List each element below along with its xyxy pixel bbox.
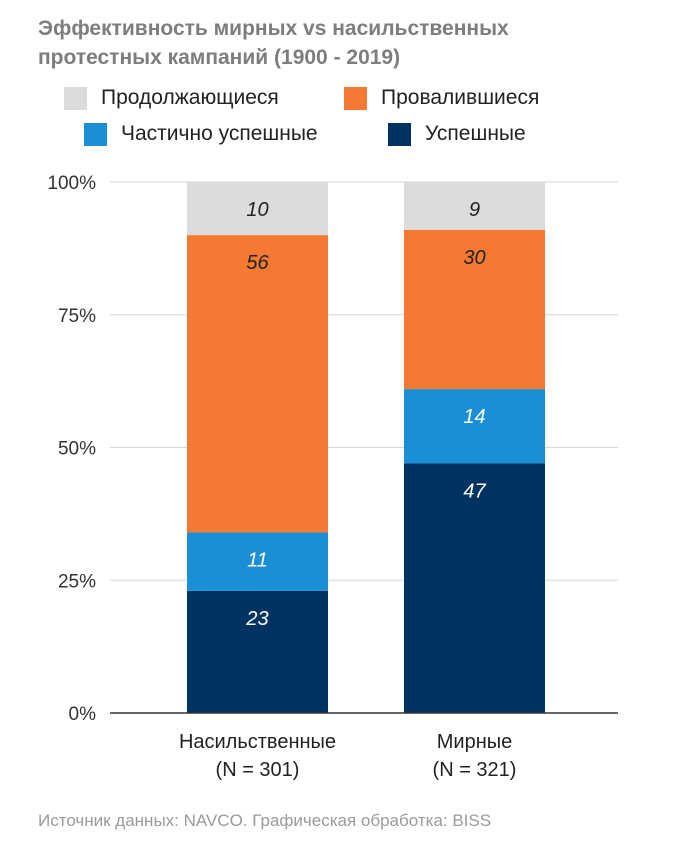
legend-item-partial: Частично успешные — [84, 119, 318, 149]
y-tick-label: 50% — [58, 439, 96, 460]
legend-item-failed: Провалившиеся — [344, 83, 539, 113]
bar-segment — [404, 229, 545, 390]
bar-segment — [404, 389, 545, 464]
y-tick-label: 100% — [47, 173, 96, 194]
bar-segment — [187, 532, 328, 591]
bar-segment — [404, 463, 545, 713]
y-tick-label: 25% — [58, 571, 96, 592]
x-tick-label: (N = 301) — [216, 759, 300, 781]
legend-swatch-ongoing — [64, 86, 87, 110]
chart-title: Эффективность мирных vs насильственных п… — [38, 14, 678, 72]
legend-label-partial: Частично успешные — [121, 122, 318, 145]
legend-item-ongoing: Продолжающиеся — [64, 83, 279, 113]
chart-title-line-2: протестных кампаний (1900 - 2019) — [38, 46, 401, 69]
source-note: Источник данных: NAVCO. Графическая обра… — [38, 811, 492, 830]
legend-label-failed: Провалившиеся — [381, 86, 540, 109]
data-label: 56 — [246, 252, 269, 274]
data-label: 23 — [245, 608, 268, 630]
data-label: 11 — [247, 549, 268, 571]
data-label: 9 — [469, 199, 480, 221]
data-label: 30 — [463, 247, 485, 269]
legend-label-success: Успешные — [425, 122, 526, 145]
x-tick-label: (N = 321) — [433, 759, 517, 781]
data-label: 10 — [246, 199, 268, 221]
y-tick-label: 75% — [58, 306, 96, 327]
bar-segment — [404, 182, 545, 230]
legend-item-success: Успешные — [388, 119, 526, 149]
x-tick-label: Мирные — [437, 731, 513, 753]
bar-segment — [187, 182, 328, 236]
chart-title-line-1: Эффективность мирных vs насильственных — [38, 17, 509, 40]
bar-segment — [187, 235, 328, 533]
bar-segment — [187, 590, 328, 713]
data-label: 47 — [463, 480, 486, 502]
legend-swatch-failed — [344, 86, 367, 110]
y-tick-label: 0% — [69, 704, 97, 725]
legend-swatch-partial — [84, 122, 107, 146]
x-tick-label: Насильственные — [179, 731, 336, 753]
legend-label-ongoing: Продолжающиеся — [101, 86, 279, 109]
legend-swatch-success — [388, 122, 411, 146]
data-label: 14 — [463, 406, 485, 428]
